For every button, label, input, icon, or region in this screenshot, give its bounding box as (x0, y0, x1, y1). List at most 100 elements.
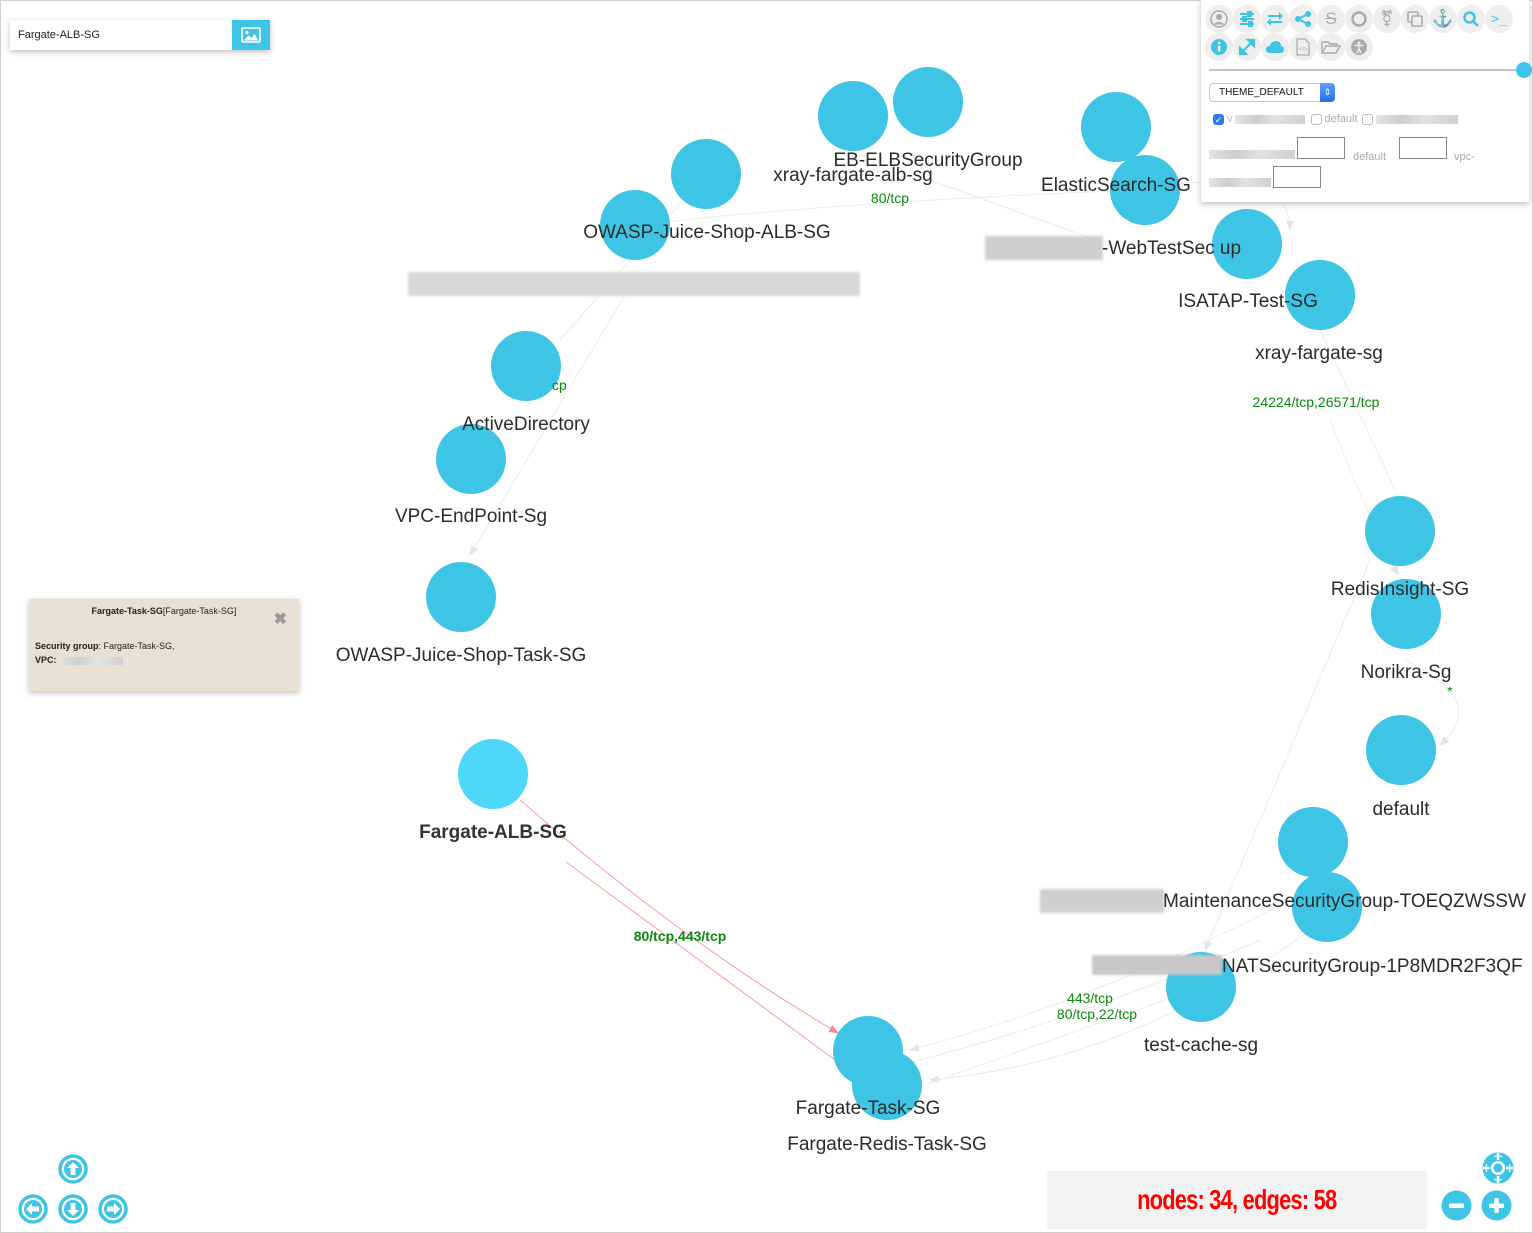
label-maintenancesecuritygroup: MaintenanceSecurityGroup-TOEQZWSSW (1163, 891, 1526, 912)
folder-open-icon[interactable] (1317, 33, 1345, 61)
label-fargate-task-sg: Fargate-Task-SG (796, 1098, 941, 1119)
info-icon[interactable] (1205, 33, 1233, 61)
theme-select[interactable]: THEME_DEFAULT ⇕ (1209, 83, 1335, 102)
export-image-button[interactable] (232, 20, 270, 50)
node-eb-elbsecuritygroup[interactable] (893, 67, 963, 137)
fit-to-screen-button[interactable] (1481, 1151, 1515, 1185)
clone-icon[interactable] (1401, 5, 1429, 33)
redacted-label (1209, 178, 1271, 187)
node-info-popup: Fargate-Task-SG[Fargate-Task-SG] ✖ Secur… (29, 599, 299, 691)
pan-left-button[interactable] (18, 1194, 48, 1224)
node-owasp-juice-shop-alb-sg[interactable] (600, 190, 670, 260)
node-norikra-sg[interactable] (1371, 579, 1441, 649)
vpc-color-input-1[interactable] (1297, 137, 1345, 159)
label-natsecuritygroup: NATSecurityGroup-1P8MDR2F3QF (1222, 956, 1523, 977)
label-vpc-endpoint-sg: VPC-EndPoint-Sg (395, 506, 547, 527)
graph-stats-text: nodes: 34, edges: 58 (1137, 1184, 1337, 1215)
popup-security-group: Security group: Fargate-Task-SG, (35, 641, 175, 651)
close-icon[interactable]: ✖ (273, 611, 287, 628)
strikethrough-icon[interactable]: S (1317, 5, 1345, 33)
redacted-label (1209, 150, 1295, 159)
node-search (10, 20, 270, 50)
popup-sg-value: : Fargate-Task-SG, (98, 641, 175, 651)
code-file-icon[interactable]: </> (1289, 33, 1317, 61)
zoom-out-icon (1441, 1190, 1472, 1221)
node-xray-fargate-alb-sg[interactable] (818, 81, 888, 151)
node-redacted-maint[interactable] (1278, 807, 1348, 877)
terminal-icon[interactable]: >_ (1485, 5, 1513, 33)
search-icon[interactable] (1457, 5, 1485, 33)
edge-label-80-22: 80/tcp,22/tcp (1057, 1006, 1137, 1022)
arrow-right-icon (98, 1194, 128, 1224)
exchange-icon[interactable] (1261, 5, 1289, 33)
user-icon[interactable] (1205, 5, 1233, 33)
anchor-icon[interactable]: ⚓ (1429, 5, 1457, 33)
node-maintenancesecuritygroup[interactable] (1292, 872, 1362, 942)
edge-label-80-443: 80/tcp,443/tcp (634, 928, 727, 944)
zoom-slider-handle[interactable] (1516, 62, 1532, 78)
node-redacted-es[interactable] (1081, 92, 1151, 162)
select-chevron-icon: ⇕ (1320, 83, 1335, 102)
pan-up-button[interactable] (58, 1154, 88, 1184)
vpc-checkbox-default[interactable] (1310, 113, 1322, 125)
pan-down-button[interactable] (58, 1194, 88, 1224)
control-panel: S ⚧ ⚓ >_ </> THEME_DEFAULT ⇕ ✓ v default… (1201, 0, 1532, 202)
zoom-slider-track[interactable] (1209, 69, 1525, 71)
node-search-input[interactable] (10, 20, 232, 50)
label-webtestsecuritygroup: -WebTestSec up (1102, 238, 1241, 259)
node-redisinsight-sg[interactable] (1365, 496, 1435, 566)
universal-access-icon[interactable] (1345, 33, 1373, 61)
sliders-icon[interactable] (1233, 5, 1261, 33)
popup-sg-label: Security group (35, 641, 99, 651)
edge-label-cp: cp (552, 377, 567, 393)
node-fargate-alb-sg-selected[interactable] (458, 739, 528, 809)
cloud-icon[interactable] (1261, 33, 1289, 61)
vpc-filter-checkboxes: ✓ v default (1213, 113, 1458, 125)
vpc-color-input-3[interactable] (1273, 166, 1321, 188)
transgender-icon[interactable]: ⚧ (1373, 5, 1401, 33)
vpc-color-input-default[interactable] (1399, 137, 1447, 159)
node-labels: xray-fargate-alb-sg EB-ELBSecurityGroup … (336, 150, 1526, 1155)
vpc-checkbox-3[interactable] (1361, 113, 1373, 125)
popup-title-id: [Fargate-Task-SG] (162, 606, 237, 616)
node-isatap-test-sg[interactable] (1285, 260, 1355, 330)
circle-icon[interactable] (1345, 5, 1373, 33)
label-owasp-juice-shop-alb-sg: OWASP-Juice-Shop-ALB-SG (583, 222, 830, 243)
share-icon[interactable] (1289, 5, 1317, 33)
node-redacted-alb[interactable] (671, 139, 741, 209)
node-elasticsearch-sg[interactable] (1110, 155, 1180, 225)
arrow-up-icon (58, 1154, 88, 1184)
vpc-checkbox-1[interactable]: ✓ (1213, 113, 1224, 125)
arrow-down-icon (58, 1194, 88, 1224)
label-eb-elbsecuritygroup: EB-ELBSecurityGroup (833, 150, 1022, 171)
toolbar-row-2: </> (1205, 33, 1373, 61)
zoom-in-icon (1481, 1190, 1512, 1221)
default-input-label: default (1353, 151, 1387, 163)
node-vpc-endpoint-sg[interactable] (436, 424, 506, 494)
expand-icon[interactable] (1233, 33, 1261, 61)
label-norikra-sg: Norikra-Sg (1361, 662, 1452, 683)
node-owasp-juice-shop-task-sg[interactable] (426, 562, 496, 632)
redacted-label (1375, 114, 1458, 124)
node-webtestsecuritygroup[interactable] (1212, 209, 1282, 279)
zoom-out-button[interactable] (1441, 1190, 1472, 1221)
vpc-input-label: vpc- (1454, 151, 1475, 163)
edge-label-24224-26571: 24224/tcp,26571/tcp (1253, 394, 1380, 410)
label-activedirectory: ActiveDirectory (462, 414, 590, 435)
node-fargate-redis-task-sg[interactable] (852, 1050, 922, 1120)
svg-text:</>: </> (1299, 47, 1308, 53)
highlighted-edges (519, 799, 839, 1061)
life-ring-icon (1482, 1152, 1514, 1184)
label-redisinsight-sg: RedisInsight-SG (1331, 579, 1469, 600)
node-default[interactable] (1366, 715, 1436, 785)
pan-right-button[interactable] (98, 1194, 128, 1224)
arrow-left-icon (18, 1194, 48, 1224)
vpc-checkbox-default-label: default (1324, 113, 1358, 125)
edge-labels: 80/tcp 24224/tcp,26571/tcp cp * 80/tcp,4… (552, 190, 1453, 1022)
zoom-in-button[interactable] (1481, 1190, 1512, 1221)
edge-label-80-tcp: 80/tcp (871, 190, 909, 206)
redacted-labels (408, 236, 1222, 975)
node-activedirectory[interactable] (491, 331, 561, 401)
popup-title: Fargate-Task-SG[Fargate-Task-SG] (29, 606, 299, 616)
